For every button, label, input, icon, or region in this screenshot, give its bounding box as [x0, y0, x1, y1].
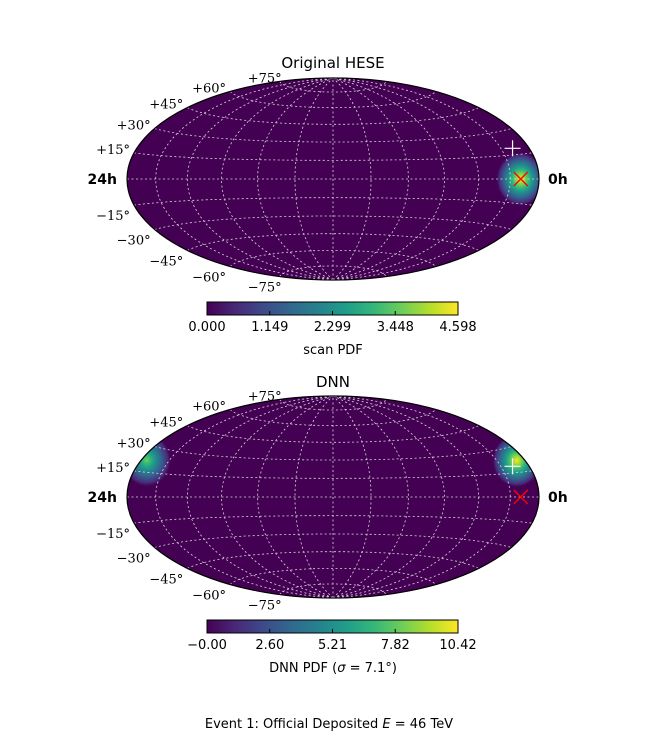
best-fit-marker [504, 458, 521, 475]
sky-map [126, 77, 540, 281]
parallel-line [133, 470, 533, 479]
meridian-line [155, 77, 334, 281]
meridian-line [332, 77, 372, 281]
panel-title: DNN [316, 373, 350, 391]
sky-map [126, 395, 540, 599]
panel-dnn: DNN +75° +60° +45° +30° +15° −15° −30° −45° −60°… [88, 373, 568, 676]
meridian-line [221, 395, 334, 599]
true-direction-marker [513, 171, 529, 187]
colorbar-label: DNN PDF (σ = 7.1°) [269, 661, 397, 676]
ra-label-left: 24h [88, 172, 117, 188]
dec-label: +15° [96, 461, 130, 476]
dec-label: +30° [117, 437, 151, 452]
figure-caption: Event 1: Official Deposited E = 46 TeV [205, 717, 453, 732]
dec-label: −30° [117, 234, 151, 249]
colorbar-tick-label: −0.00 [187, 638, 227, 653]
meridian-line [332, 77, 511, 281]
meridian-line [332, 77, 445, 281]
dec-label: +45° [149, 98, 183, 113]
dec-label: −15° [96, 527, 130, 542]
dec-label: −15° [96, 209, 130, 224]
parallel-line [154, 446, 512, 461]
meridian-line [294, 77, 334, 281]
meridian-line [332, 77, 480, 281]
best-fit-marker [504, 140, 521, 157]
dec-label: −75° [248, 599, 282, 614]
dec-label: +75° [248, 389, 282, 404]
meridian-line [332, 395, 445, 599]
dec-label: +30° [117, 119, 151, 134]
meridian-line [186, 395, 334, 599]
panel-title: Original HESE [281, 54, 384, 72]
dec-label: −45° [149, 254, 183, 269]
colorbar-label: scan PDF [303, 343, 363, 358]
dec-label: −45° [149, 572, 183, 587]
ra-label-right: 0h [548, 172, 568, 188]
panel-original-hese: Original HESE +75° +60° +45° +30° +15° −15° −3… [88, 54, 568, 358]
meridian-line [186, 77, 334, 281]
dec-label: +75° [248, 71, 282, 86]
pdf-hotspot [490, 432, 539, 489]
colorbar-ticks: 0.000 1.149 2.299 3.448 4.598 [188, 311, 477, 335]
colorbar-tick-label: 2.60 [255, 638, 284, 653]
dec-label: −75° [248, 281, 282, 296]
ra-label-left: 24h [88, 490, 117, 506]
parallel-line [133, 152, 533, 161]
colorbar-tick-label: 5.21 [318, 638, 347, 653]
dec-label: −60° [192, 589, 226, 604]
graticule [127, 395, 539, 599]
graticule [127, 77, 539, 281]
meridian-line [332, 395, 480, 599]
colorbar-tick-label: 2.299 [314, 320, 351, 335]
colorbar-tick-label: 10.42 [439, 638, 476, 653]
ra-label-right: 0h [548, 490, 568, 506]
sky-outline [126, 77, 540, 281]
dec-label: +60° [192, 400, 226, 415]
parallel-line [154, 128, 512, 143]
dec-label: +60° [192, 82, 226, 97]
sky-outline [126, 395, 540, 599]
dec-label: −30° [117, 552, 151, 567]
meridian-line [155, 395, 334, 599]
colorbar-tick-label: 3.448 [377, 320, 414, 335]
colorbar-tick-label: 1.149 [251, 320, 288, 335]
parallel-line [229, 568, 437, 585]
dec-label: −60° [192, 271, 226, 286]
meridian-line [332, 395, 511, 599]
dec-label: +15° [96, 143, 130, 158]
colorbar-tick-label: 0.000 [188, 320, 225, 335]
parallel-line [229, 249, 437, 267]
meridian-line [221, 77, 334, 281]
dec-labels: +75° +60° +45° +30° +15° −15° −30° −45° −60° −75° [96, 389, 282, 613]
true-direction-marker [513, 489, 529, 505]
colorbar: −0.00 2.60 5.21 7.82 10.42 DNN PDF (σ = 7.1°… [187, 619, 477, 676]
colorbar: 0.000 1.149 2.299 3.448 4.598 scan PDF [188, 301, 477, 358]
meridian-line [332, 395, 372, 599]
meridian-line [294, 395, 334, 599]
colorbar-tick-label: 4.598 [439, 320, 476, 335]
dec-label: +45° [149, 416, 183, 431]
colorbar-ticks: −0.00 2.60 5.21 7.82 10.42 [187, 629, 477, 653]
dec-labels: +75° +60° +45° +30° +15° −15° −30° −45° −60° −75° [96, 71, 282, 295]
colorbar-tick-label: 7.82 [381, 638, 410, 653]
